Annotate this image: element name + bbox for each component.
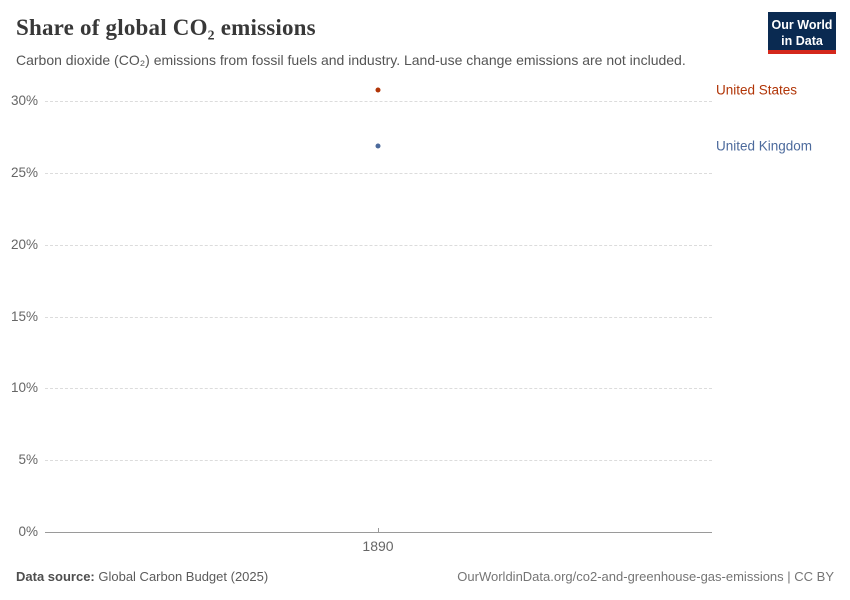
gridline-15pct [45, 316, 712, 318]
x-axis-tick-label: 1890 [362, 538, 394, 554]
series-label-united-kingdom[interactable]: United Kingdom [716, 138, 813, 154]
chart-title: Share of global CO₂ emissions [16, 15, 316, 40]
gridline-20pct [45, 244, 712, 246]
chart-subtitle: Carbon dioxide (CO₂) emissions from foss… [16, 52, 686, 68]
owid-logo[interactable]: Our World in Data [768, 12, 836, 54]
y-axis-tick-label: 30% [10, 93, 38, 109]
data-point-united-kingdom[interactable] [375, 143, 381, 149]
series-label-united-states[interactable]: United States [716, 82, 798, 98]
data-source-note: Data source: Global Carbon Budget (2025) [16, 569, 268, 584]
y-axis-tick-label: 25% [10, 165, 38, 180]
y-axis-tick-label: 0% [18, 524, 38, 539]
x-axis-tick-mark [378, 528, 379, 532]
data-point-united-states[interactable] [375, 87, 381, 93]
x-axis-line [45, 532, 712, 533]
owid-logo-line2: in Data [781, 34, 823, 49]
gridline-5pct [45, 460, 712, 462]
gridline-25pct [45, 173, 712, 174]
gridline-10pct [45, 388, 712, 390]
gridline-30pct [45, 101, 712, 103]
data-source-label: Data source: [16, 569, 95, 584]
y-axis-tick-label: 15% [10, 308, 38, 324]
y-axis-tick-label: 20% [10, 236, 38, 252]
owid-logo-line1: Our World [771, 18, 833, 32]
y-axis-tick-label: 10% [10, 380, 38, 396]
data-source-value: Global Carbon Budget (2025) [94, 569, 269, 584]
citation-note[interactable]: OurWorldinData.org/co2-and-greenhouse-ga… [457, 569, 834, 584]
y-axis-tick-label: 5% [18, 452, 38, 468]
